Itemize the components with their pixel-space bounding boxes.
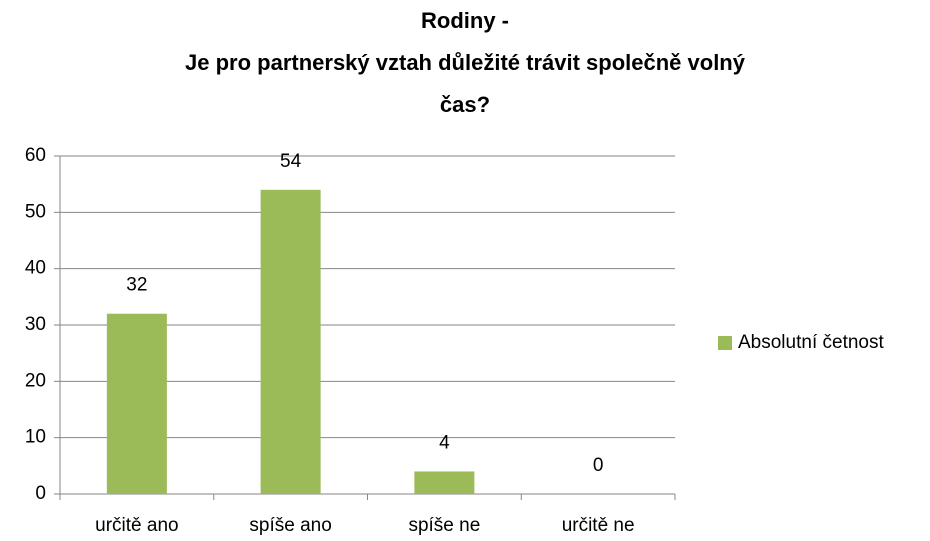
data-label: 4 bbox=[439, 432, 450, 453]
chart-title: Je pro partnerský vztah důležité trávit … bbox=[185, 50, 746, 75]
x-tick-label: určitě ne bbox=[562, 515, 635, 536]
y-tick-label: 50 bbox=[25, 201, 46, 222]
bar bbox=[414, 471, 475, 494]
x-tick-label: určitě ano bbox=[95, 515, 178, 536]
y-tick-label: 30 bbox=[25, 314, 46, 335]
y-tick-label: 20 bbox=[25, 370, 46, 391]
x-tick-label: spíše ano bbox=[249, 515, 331, 536]
y-tick-label: 0 bbox=[35, 483, 46, 504]
y-tick-label: 60 bbox=[25, 145, 46, 166]
y-tick-label: 10 bbox=[25, 427, 46, 448]
data-label: 0 bbox=[593, 455, 604, 476]
bar bbox=[106, 313, 167, 494]
legend-label: Absolutní četnost bbox=[738, 332, 884, 353]
y-tick-label: 40 bbox=[25, 258, 46, 279]
chart-title: Rodiny - bbox=[421, 8, 509, 33]
data-label: 32 bbox=[126, 275, 147, 296]
chart-title: čas? bbox=[440, 92, 490, 117]
x-tick-label: spíše ne bbox=[408, 515, 480, 536]
legend-swatch bbox=[718, 336, 732, 350]
data-label: 54 bbox=[280, 151, 302, 172]
bar bbox=[260, 189, 321, 495]
